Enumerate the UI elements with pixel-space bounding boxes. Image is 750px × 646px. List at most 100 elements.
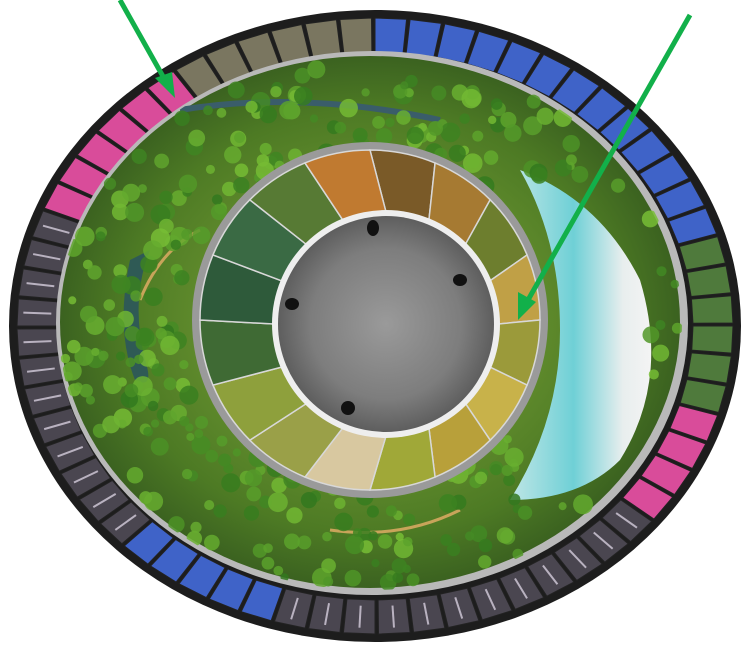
tree [60, 353, 71, 364]
tree [74, 226, 95, 247]
ring-segment [620, 129, 672, 173]
tree [186, 432, 195, 441]
tree [210, 204, 227, 221]
tree [488, 115, 497, 125]
beach-water [510, 170, 652, 500]
window-light [23, 340, 52, 344]
window-light [23, 311, 52, 315]
tree [372, 115, 385, 129]
tree [268, 492, 288, 513]
tree [307, 60, 326, 79]
arrowhead [155, 72, 175, 98]
ring-segment [208, 568, 254, 612]
arrow-left [117, 0, 168, 82]
tree [279, 100, 298, 120]
tree [205, 449, 219, 463]
center-surface [278, 216, 494, 432]
tree [98, 350, 109, 361]
tree [204, 500, 215, 511]
tree [465, 531, 475, 541]
tree [163, 377, 177, 391]
window-light [615, 512, 638, 529]
ring-segment [496, 40, 542, 84]
tree [111, 203, 129, 221]
window-light [454, 596, 464, 619]
tree [403, 536, 413, 547]
tree [400, 81, 409, 90]
tree [245, 100, 258, 113]
tree [508, 493, 521, 506]
ring-segment [575, 87, 627, 132]
tree [428, 120, 443, 136]
tree [170, 239, 182, 250]
tree [490, 463, 502, 476]
tree [162, 410, 178, 425]
tree [322, 531, 332, 542]
ring-segment [149, 538, 200, 583]
tree [68, 296, 77, 305]
tree [261, 556, 275, 570]
crop-ring [199, 149, 541, 491]
window-light [57, 446, 84, 458]
tree [366, 505, 379, 518]
tree [385, 505, 397, 517]
tree [243, 505, 260, 521]
tree [554, 159, 572, 177]
tree [377, 534, 393, 549]
window-light [26, 282, 55, 288]
tree [227, 81, 245, 99]
tree [263, 543, 273, 553]
tree [259, 142, 272, 156]
tree [102, 415, 120, 434]
ring-segment [690, 295, 734, 324]
tree [334, 497, 346, 509]
tree [652, 344, 670, 362]
tree [233, 177, 250, 194]
tree [446, 542, 461, 557]
tree [406, 573, 420, 587]
tree [103, 177, 117, 190]
tree [526, 94, 541, 109]
tree [224, 146, 242, 164]
tree [147, 400, 159, 412]
ring-segment [678, 235, 727, 271]
tree [144, 491, 164, 511]
hatch [285, 298, 299, 310]
ring-segment [654, 180, 706, 220]
window-light [593, 531, 614, 550]
tree [641, 210, 659, 228]
hatch [341, 401, 355, 415]
tree [125, 202, 145, 222]
ring-segment [339, 17, 373, 54]
tree [103, 375, 123, 395]
tree [571, 165, 589, 183]
tree [174, 270, 190, 286]
tree [159, 190, 173, 204]
tree [194, 429, 204, 438]
tree [294, 86, 313, 106]
tree [391, 558, 407, 574]
tree [95, 231, 106, 242]
hatch [367, 220, 379, 236]
window-light [43, 420, 71, 431]
tree [125, 357, 136, 368]
ring-segment [656, 430, 707, 470]
tree [111, 274, 131, 295]
window-light [26, 367, 55, 373]
tree [203, 105, 213, 116]
tree [655, 319, 666, 330]
tree [523, 116, 543, 136]
tree [179, 415, 190, 427]
tree [472, 130, 484, 142]
ring-segment [466, 30, 510, 73]
tree [504, 447, 524, 467]
tree [174, 110, 190, 127]
tree [179, 359, 189, 370]
tree [438, 494, 458, 513]
tree [490, 98, 503, 110]
tree [270, 86, 282, 98]
tree [323, 576, 334, 587]
ring-segment [123, 520, 175, 565]
tree [273, 565, 284, 576]
window-light [324, 602, 331, 626]
